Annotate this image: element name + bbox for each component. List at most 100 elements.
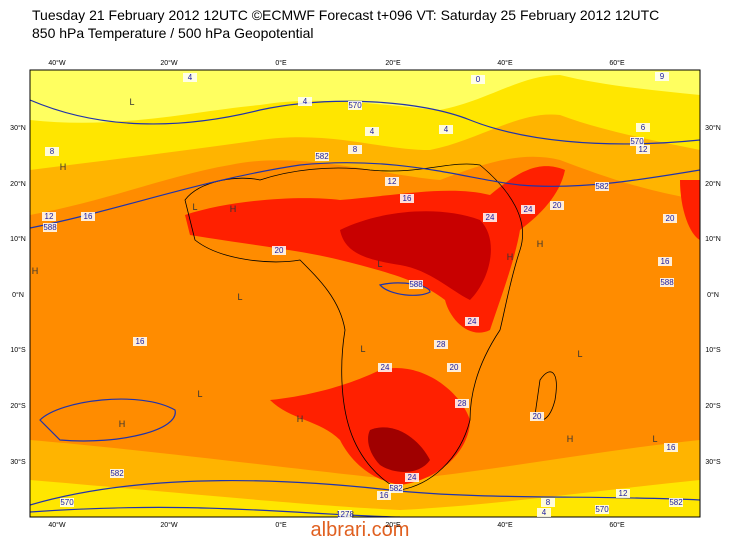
lat-label: 0°N <box>707 291 719 299</box>
lat-label: 20°N <box>10 180 26 188</box>
contour-label-bg <box>636 145 650 154</box>
contour-label: 588 <box>43 223 57 232</box>
lat-label: 20°S <box>10 402 26 410</box>
contour-label: 8 <box>546 498 551 507</box>
contour-label-bg <box>409 280 423 289</box>
pressure-mark: L <box>197 389 202 399</box>
lat-label: 20°N <box>705 180 721 188</box>
contour-label-bg <box>439 125 453 134</box>
contour-label-bg <box>483 213 497 222</box>
contour-label: 16 <box>661 257 670 266</box>
contour-label-bg <box>405 473 419 482</box>
contour-label-bg <box>389 484 403 493</box>
darkred-south <box>368 427 430 472</box>
lon-label: 60°E <box>609 59 625 67</box>
contour-label-bg <box>616 489 630 498</box>
contour-label: 0 <box>476 75 481 84</box>
pressure-mark: H <box>507 252 514 262</box>
pressure-mark: L <box>237 292 242 302</box>
contour-label: 582 <box>595 182 609 191</box>
darkred-north <box>340 211 491 300</box>
lat-label: 10°S <box>10 346 26 354</box>
contour-label-bg <box>521 205 535 214</box>
contour-label: 12 <box>45 212 54 221</box>
contour-label: 570 <box>348 101 362 110</box>
watermark: albrari.com <box>311 519 410 538</box>
contour-label: 20 <box>666 214 675 223</box>
contour-label-bg <box>471 75 485 84</box>
contour-label-bg <box>42 212 56 221</box>
contour-label-bg <box>110 469 124 478</box>
pressure-mark: L <box>192 202 197 212</box>
contour-label: 4 <box>370 127 375 136</box>
lat-label: 10°N <box>705 235 721 243</box>
contour-label-bg <box>400 194 414 203</box>
contour-label: 6 <box>641 123 646 132</box>
lon-label: 20°W <box>160 59 178 67</box>
lon-label: 20°W <box>160 521 178 529</box>
red-east <box>680 180 700 240</box>
contour-label-bg <box>348 101 362 110</box>
lat-label: 30°S <box>10 458 26 466</box>
contour-label-bg <box>377 491 391 500</box>
contour-label: 20 <box>275 246 284 255</box>
contour-label-bg <box>60 498 74 507</box>
contour-label: 24 <box>468 317 477 326</box>
contour-label: 16 <box>380 491 389 500</box>
contour-label-bg <box>530 412 544 421</box>
contour-label: 16 <box>403 194 412 203</box>
contour-label: 24 <box>408 473 417 482</box>
contour-label: 20 <box>450 363 459 372</box>
contour-label: 8 <box>50 147 55 156</box>
contour-label-bg <box>378 363 392 372</box>
contour-label: 24 <box>486 213 495 222</box>
pressure-mark: H <box>119 419 126 429</box>
lon-label: 0°E <box>275 521 287 529</box>
lon-label: 40°W <box>48 521 66 529</box>
contour-label-bg <box>636 123 650 132</box>
contour-label: 588 <box>409 280 423 289</box>
contour-label-bg <box>669 498 683 507</box>
lon-label: 40°E <box>497 521 513 529</box>
contour-label: 582 <box>669 498 683 507</box>
lon-label: 40°W <box>48 59 66 67</box>
pressure-mark: H <box>537 239 544 249</box>
contour-label-bg <box>660 278 674 287</box>
light-yellow-band <box>30 70 700 123</box>
pressure-mark: L <box>377 259 382 269</box>
contour-label: 8 <box>353 145 358 154</box>
contour-label-bg <box>465 317 479 326</box>
contour-label: 20 <box>533 412 542 421</box>
contour-label-bg <box>81 212 95 221</box>
contour-label: 24 <box>524 205 533 214</box>
contour-label-bg <box>595 505 609 514</box>
contour-label-bg <box>298 97 312 106</box>
contour-label: 20 <box>553 201 562 210</box>
pressure-mark: L <box>577 349 582 359</box>
contour-label-bg <box>447 363 461 372</box>
contour-label: 1278 <box>336 510 354 519</box>
contour-label-bg <box>338 510 352 519</box>
contour-label-bg <box>133 337 147 346</box>
lon-label: 60°E <box>609 521 625 529</box>
contour-label-bg <box>595 182 609 191</box>
contour-label-bg <box>385 177 399 186</box>
contour-label-bg <box>43 223 57 232</box>
contour-label-bg <box>550 201 564 210</box>
contour-label: 16 <box>136 337 145 346</box>
contour-label-bg <box>183 73 197 82</box>
lon-label: 20°E <box>385 59 401 67</box>
contour-label: 9 <box>660 72 665 81</box>
pressure-mark: L <box>360 344 365 354</box>
pressure-mark: H <box>230 204 237 214</box>
contour-label: 28 <box>458 399 467 408</box>
contour-label: 4 <box>303 97 308 106</box>
contour-label-bg <box>455 399 469 408</box>
contour-label-bg <box>434 340 448 349</box>
contour-label-bg <box>664 443 678 452</box>
contour-label-bg <box>537 508 551 517</box>
lat-label: 30°S <box>705 458 721 466</box>
contour-label: 16 <box>667 443 676 452</box>
contour-label-bg <box>658 257 672 266</box>
